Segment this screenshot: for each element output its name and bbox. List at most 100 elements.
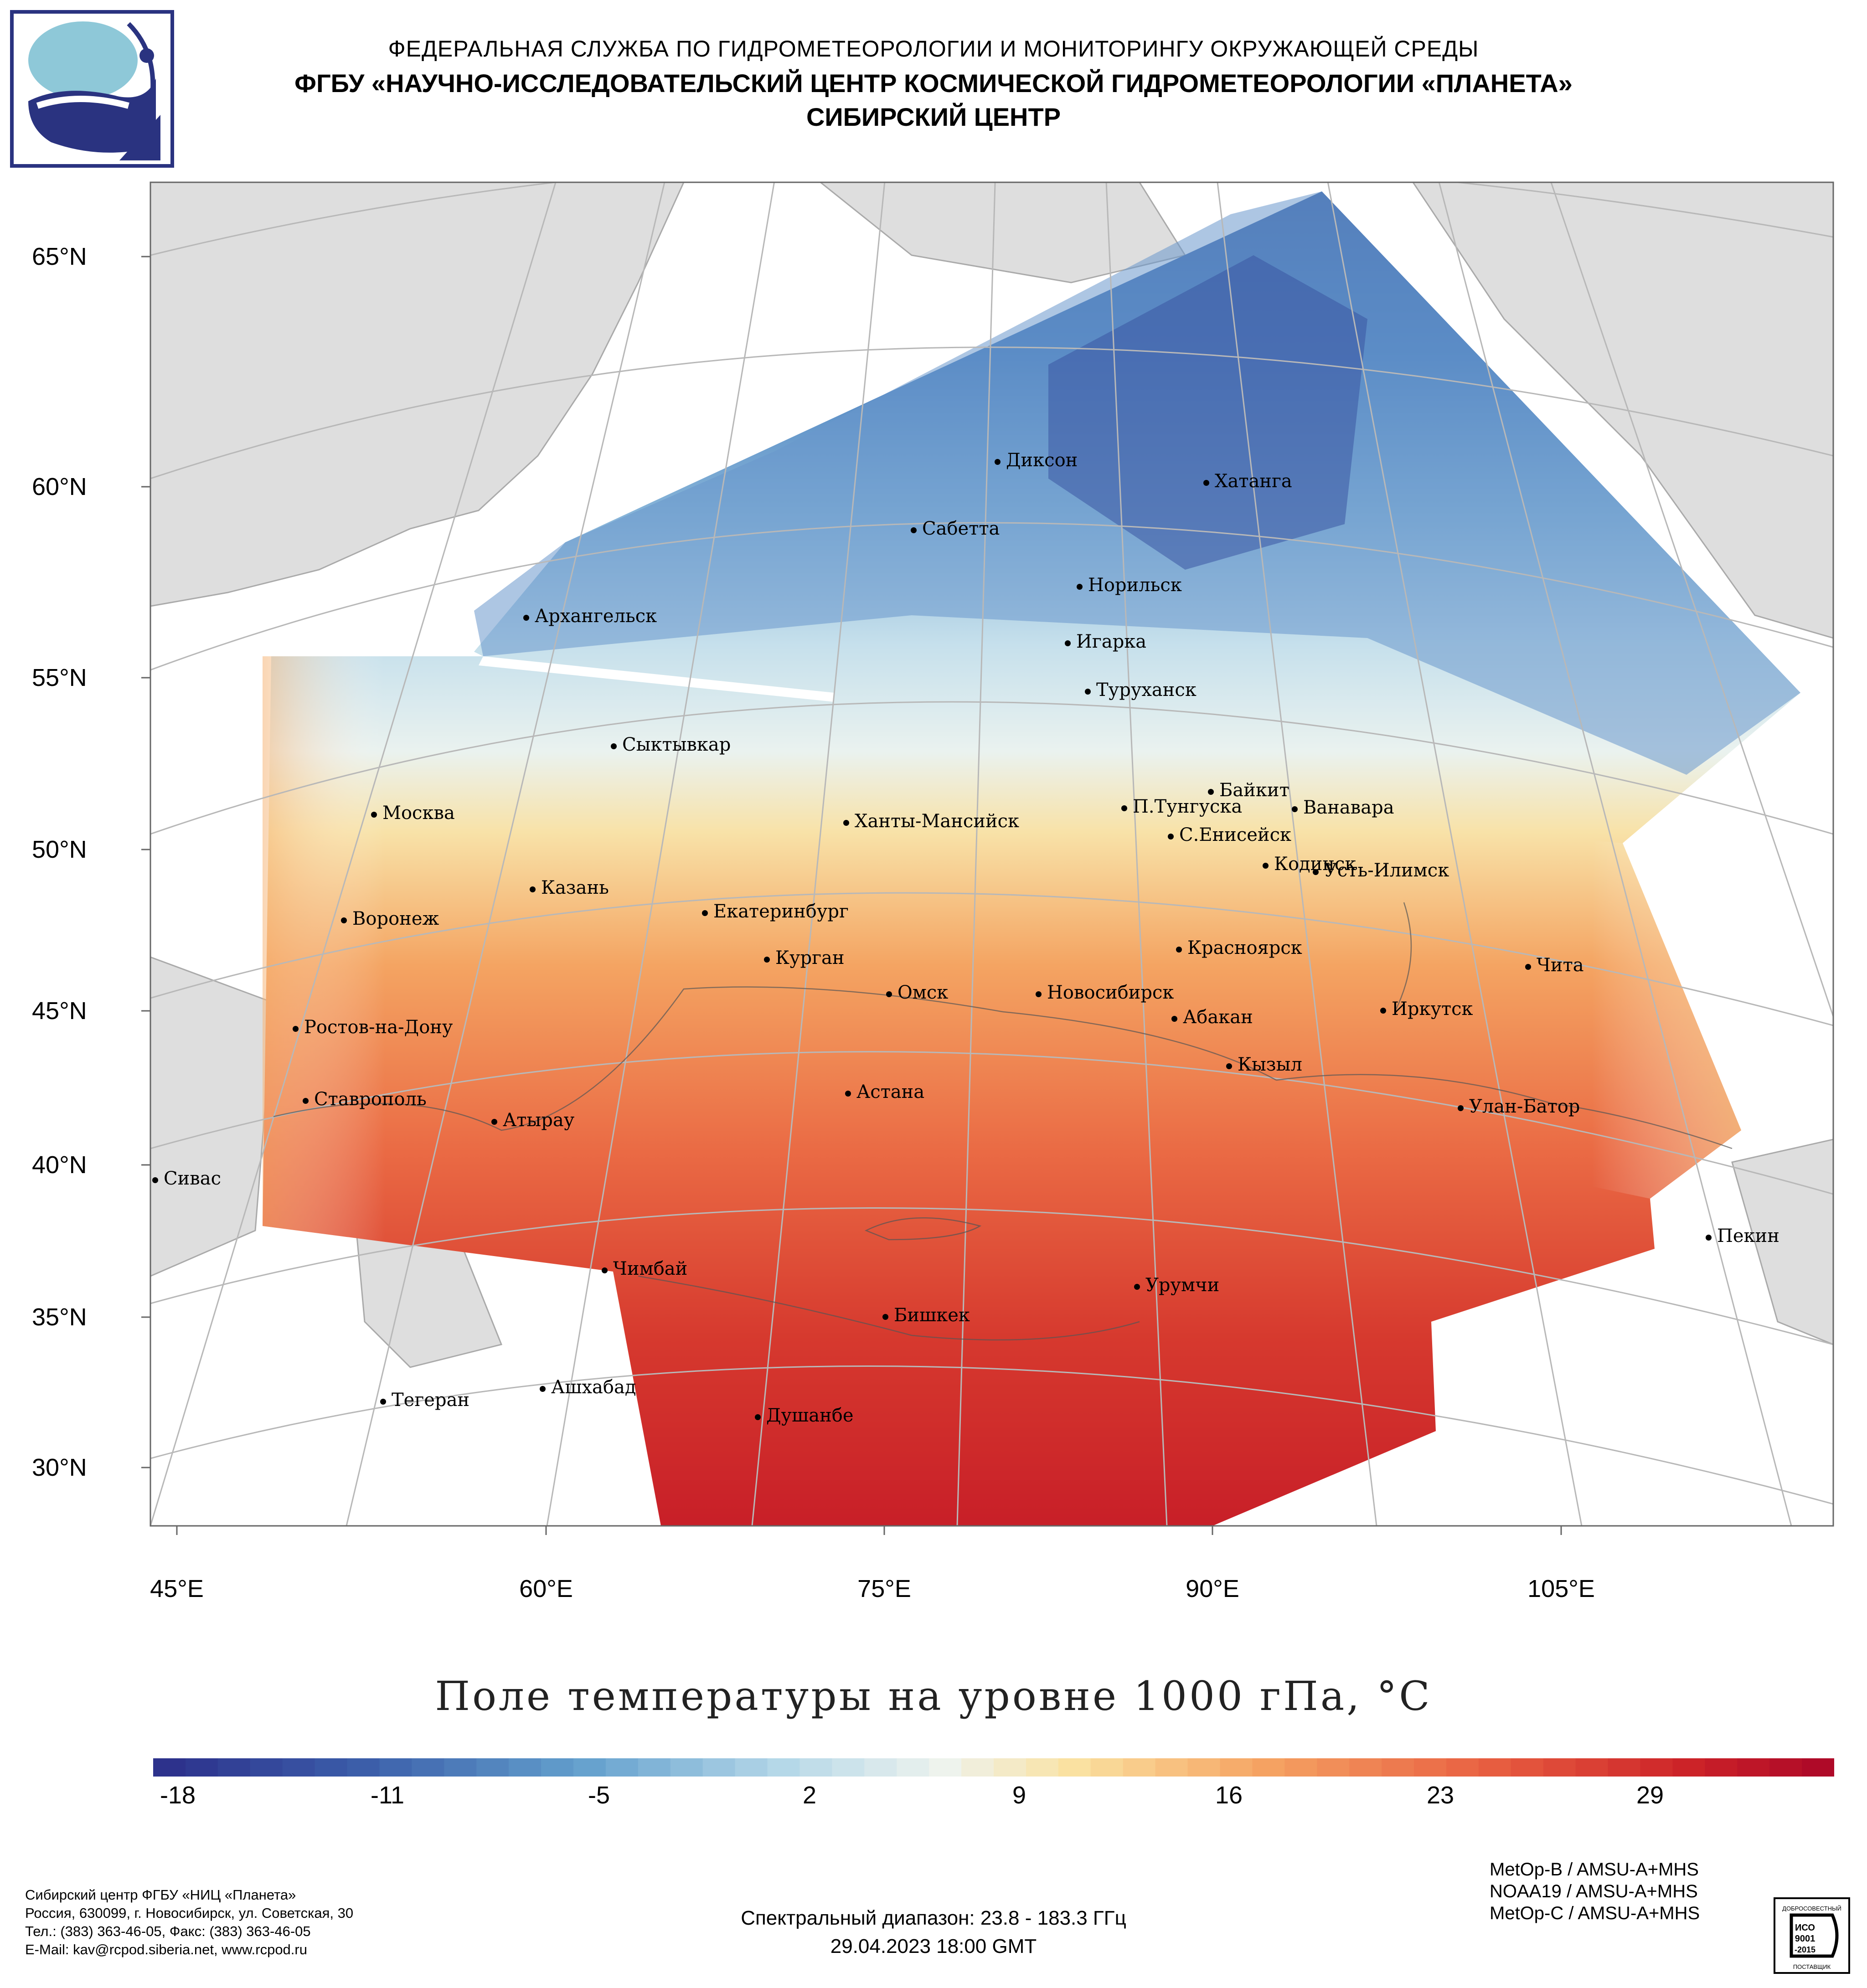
city-marker: Москва xyxy=(371,804,455,822)
city-dot-icon xyxy=(602,1267,608,1273)
city-dot-icon xyxy=(491,1118,497,1125)
colorbar-tick: 23 xyxy=(1426,1782,1454,1809)
city-dot-icon xyxy=(843,819,849,826)
colorbar-segment xyxy=(767,1758,800,1777)
city-dot-icon xyxy=(1121,805,1127,811)
city-dot-icon xyxy=(764,956,770,963)
city-marker: Красноярск xyxy=(1176,939,1302,957)
colorbar-segment xyxy=(379,1758,412,1777)
colorbar-segment xyxy=(185,1758,218,1777)
city-marker: Сивас xyxy=(152,1169,221,1188)
city-marker: Иркутск xyxy=(1380,1000,1473,1018)
city-marker: Воронеж xyxy=(341,910,439,928)
city-marker: Сабетта xyxy=(911,520,1000,538)
city-dot-icon xyxy=(911,527,917,533)
city-dot-icon xyxy=(611,743,617,749)
city-dot-icon xyxy=(1292,806,1298,812)
city-dot-icon xyxy=(755,1414,761,1420)
colorbar-segment xyxy=(1187,1758,1221,1777)
colorbar-segment xyxy=(1511,1758,1544,1777)
colorbar-segment xyxy=(638,1758,671,1777)
caucasus-land xyxy=(150,956,274,1277)
scandinavia-land xyxy=(150,182,685,607)
lat-label-50: 50°N xyxy=(32,836,87,863)
city-dot-icon xyxy=(1313,869,1319,875)
city-dot-icon xyxy=(293,1025,299,1032)
lon-label-105: 105°E xyxy=(1527,1575,1595,1602)
svg-text:ПОСТАВЩИК: ПОСТАВЩИК xyxy=(1793,1963,1831,1970)
colorbar-segment xyxy=(1672,1758,1705,1777)
colorbar-segment xyxy=(1382,1758,1414,1777)
colorbar-segment xyxy=(1026,1758,1059,1777)
colorbar-segment xyxy=(217,1758,251,1777)
colorbar-segment xyxy=(1769,1758,1802,1777)
product-info: Спектральный диапазон: 23.8 - 183.3 ГГц … xyxy=(0,1904,1867,1961)
city-dot-icon xyxy=(1065,640,1071,646)
city-marker: Хатанга xyxy=(1203,472,1292,490)
org-name: Сибирский центр ФГБУ «НИЦ «Планета» xyxy=(25,1887,296,1903)
colorbar-segment xyxy=(1446,1758,1479,1777)
colorbar-segment xyxy=(735,1758,768,1777)
city-dot-icon xyxy=(1134,1283,1140,1290)
observation-datetime: 29.04.2023 18:00 GMT xyxy=(830,1935,1037,1957)
colorbar-segment xyxy=(315,1758,348,1777)
city-dot-icon xyxy=(303,1097,309,1104)
temperature-map xyxy=(141,181,1834,1535)
city-dot-icon xyxy=(995,458,1001,465)
svg-text:ИСО: ИСО xyxy=(1795,1923,1815,1933)
lat-label-45: 45°N xyxy=(32,997,87,1025)
colorbar-segment xyxy=(1414,1758,1447,1777)
swath-gap xyxy=(479,656,834,702)
header-center: СИБИРСКИЙ ЦЕНТР xyxy=(806,103,1061,131)
colorbar-segment xyxy=(1058,1758,1091,1777)
colorbar-segment xyxy=(1543,1758,1576,1777)
colorbar-tick: -5 xyxy=(588,1782,610,1809)
lat-label-35: 35°N xyxy=(32,1303,87,1331)
city-marker: Норильск xyxy=(1077,576,1182,594)
city-dot-icon xyxy=(1706,1234,1712,1241)
city-dot-icon xyxy=(523,614,529,621)
lat-label-55: 55°N xyxy=(32,664,87,691)
colorbar-segment xyxy=(1349,1758,1382,1777)
city-marker: Омск xyxy=(886,984,948,1002)
city-marker: Астана xyxy=(845,1083,924,1101)
header-agency: ФЕДЕРАЛЬНАЯ СЛУЖБА ПО ГИДРОМЕТЕОРОЛОГИИ … xyxy=(388,36,1479,62)
city-marker: Пекин xyxy=(1706,1227,1779,1245)
satellite-item: MetOp-C / AMSU-A+MHS xyxy=(1490,1903,1700,1923)
city-marker: Туруханск xyxy=(1085,681,1197,699)
colorbar-segment xyxy=(1575,1758,1609,1777)
colorbar-segment xyxy=(799,1758,832,1777)
city-dot-icon xyxy=(882,1313,888,1320)
colorbar-tick: 29 xyxy=(1636,1782,1664,1809)
temperature-swath-west xyxy=(263,656,613,1272)
colorbar-segment xyxy=(444,1758,477,1777)
lat-label-60: 60°N xyxy=(32,473,87,500)
city-marker: Душанбе xyxy=(755,1406,854,1425)
colorbar-segment xyxy=(1317,1758,1350,1777)
city-marker: Екатеринбург xyxy=(702,902,849,921)
city-marker: Бишкек xyxy=(882,1306,970,1324)
lon-label-75: 75°E xyxy=(857,1575,911,1602)
city-marker: Новосибирск xyxy=(1036,984,1174,1002)
city-dot-icon xyxy=(1085,688,1091,695)
colorbar-segment xyxy=(897,1758,929,1777)
header-institute: ФГБУ «НАУЧНО-ИССЛЕДОВАТЕЛЬСКИЙ ЦЕНТР КОС… xyxy=(294,69,1573,98)
lon-label-60: 60°E xyxy=(519,1575,573,1602)
city-dot-icon xyxy=(1036,991,1042,997)
city-dot-icon xyxy=(1380,1007,1386,1014)
colorbar-segment xyxy=(1640,1758,1673,1777)
city-dot-icon xyxy=(1226,1063,1232,1069)
city-marker: Ханты-Мансийск xyxy=(843,812,1019,830)
colorbar-segment xyxy=(347,1758,380,1777)
lat-label-30: 30°N xyxy=(32,1454,87,1481)
colorbar-segment xyxy=(929,1758,962,1777)
colorbar-segment xyxy=(412,1758,444,1777)
svg-text:ДОБРОСОВЕСТНЫЙ: ДОБРОСОВЕСТНЫЙ xyxy=(1782,1905,1841,1912)
city-marker: Атырау xyxy=(491,1111,574,1129)
city-marker: Абакан xyxy=(1171,1008,1253,1026)
city-dot-icon xyxy=(1458,1105,1464,1111)
satellite-item: NOAA19 / AMSU-A+MHS xyxy=(1490,1881,1698,1901)
colorbar-segment xyxy=(1155,1758,1188,1777)
colorbar-segment xyxy=(250,1758,283,1777)
satellite-list: MetOp-B / AMSU-A+MHS NOAA19 / AMSU-A+MHS… xyxy=(1490,1859,1700,1924)
